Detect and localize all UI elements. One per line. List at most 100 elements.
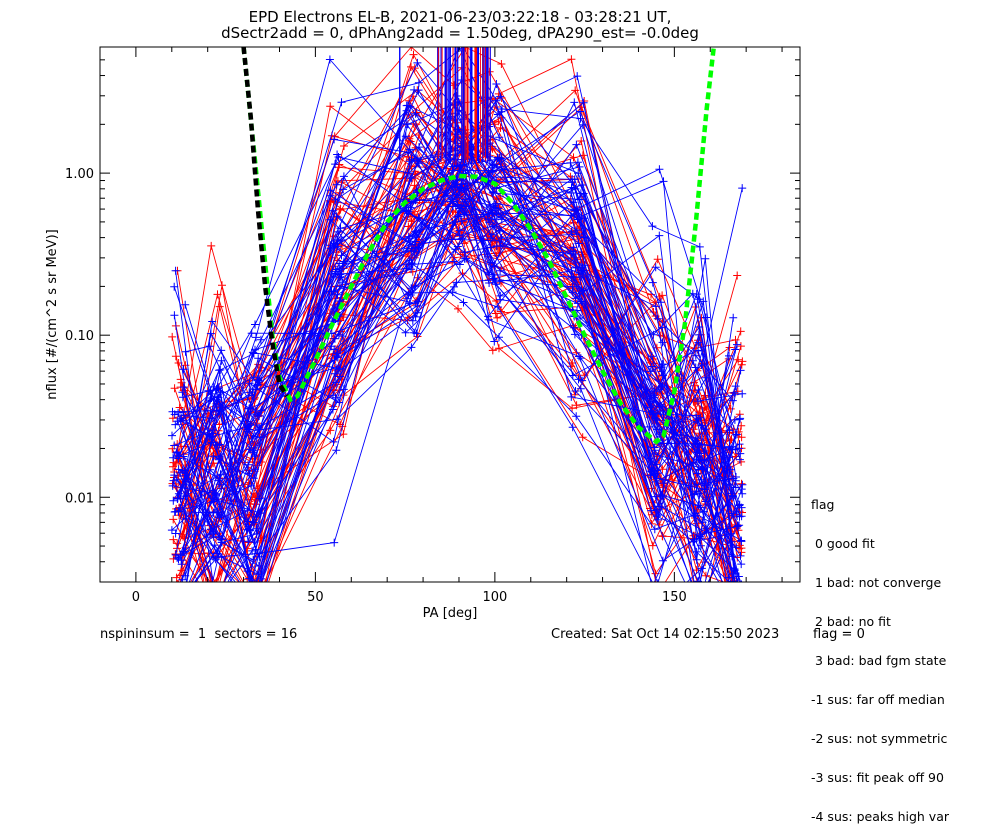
blue-data-point xyxy=(326,191,335,200)
blue-data-point xyxy=(650,446,659,455)
blue-data-point xyxy=(413,58,422,67)
blue-data-point xyxy=(246,526,255,535)
red-data-point xyxy=(732,600,740,608)
red-data-point xyxy=(725,600,733,608)
blue-data-point xyxy=(459,298,468,307)
blue-data-point xyxy=(692,469,701,478)
blue-data-point xyxy=(731,600,739,608)
blue-data-point xyxy=(251,320,259,329)
blue-data-point xyxy=(652,505,661,514)
blue-data-point xyxy=(484,315,493,324)
blue-data-point xyxy=(411,227,420,236)
x-tick-label: 150 xyxy=(662,590,687,605)
red-data-point xyxy=(253,581,254,582)
blue-data-point xyxy=(698,589,706,597)
blue-data-point xyxy=(402,260,411,269)
blue-data-point xyxy=(178,466,187,475)
red-data-point xyxy=(180,600,188,608)
red-data-point xyxy=(725,600,733,608)
blue-data-point xyxy=(247,391,256,399)
red-data-point xyxy=(654,589,662,597)
blue-data-point xyxy=(495,133,504,142)
red-data-point xyxy=(694,600,702,608)
blue-data-point xyxy=(181,571,190,580)
blue-data-point xyxy=(731,382,740,391)
blue-data-point xyxy=(173,553,182,562)
blue-data-point xyxy=(730,415,739,424)
blue-data-point xyxy=(496,92,505,101)
blue-data-point xyxy=(659,371,667,380)
blue-data-point xyxy=(493,153,502,162)
blue-data-point xyxy=(247,329,256,338)
blue-data-point xyxy=(170,508,179,516)
y-axis-label: nflux [#/(cm^2 s sr MeV)] xyxy=(45,229,60,399)
red-data-point xyxy=(658,465,667,474)
red-data-point xyxy=(733,553,742,562)
blue-data-point xyxy=(178,575,187,582)
blue-data-point xyxy=(567,272,576,281)
blue-data-point xyxy=(732,600,740,608)
blue-data-point xyxy=(733,578,742,582)
blue-data-point xyxy=(569,323,578,332)
blue-data-point xyxy=(572,226,581,235)
blue-data-point xyxy=(455,226,464,235)
blue-spectrum-line xyxy=(184,47,738,582)
red-data-point xyxy=(691,381,699,390)
blue-data-point xyxy=(407,155,416,164)
red-data-point xyxy=(205,600,213,608)
blue-data-point xyxy=(179,591,187,599)
chart-title-line2: dSectr2add = 0, dPhAng2add = 1.50deg, dP… xyxy=(221,24,699,42)
red-data-point xyxy=(737,360,746,369)
blue-data-point xyxy=(731,345,740,354)
blue-data-point xyxy=(452,278,461,287)
red-data-point xyxy=(571,86,580,95)
blue-data-point xyxy=(732,543,741,552)
blue-data-point xyxy=(650,393,658,402)
blue-data-point xyxy=(570,98,579,107)
blue-data-point xyxy=(334,330,343,339)
blue-data-point xyxy=(652,425,661,434)
red-data-point xyxy=(214,584,222,592)
blue-data-point xyxy=(733,521,742,530)
blue-data-point xyxy=(339,385,348,394)
chart-title-line1: EPD Electrons EL-B, 2021-06-23/03:22:18 … xyxy=(248,8,672,26)
blue-data-point xyxy=(496,291,505,300)
blue-data-point xyxy=(208,317,217,326)
blue-data-point xyxy=(657,579,659,582)
blue-data-point xyxy=(210,600,218,608)
red-data-point xyxy=(246,583,254,591)
green-fit-curve xyxy=(241,47,717,445)
blue-data-point xyxy=(648,278,657,287)
blue-data-point xyxy=(245,425,253,434)
blue-data-point xyxy=(214,552,223,561)
blue-data-point xyxy=(566,158,575,167)
blue-data-point xyxy=(250,600,258,608)
blue-data-point xyxy=(690,490,699,499)
blue-data-point xyxy=(170,311,179,320)
red-data-point xyxy=(454,304,462,313)
blue-data-point xyxy=(724,600,732,608)
blue-data-point xyxy=(457,217,466,226)
blue-data-point xyxy=(694,397,702,406)
red-data-point xyxy=(168,444,177,453)
blue-data-point xyxy=(702,528,711,537)
blue-data-point xyxy=(572,140,581,149)
red-data-point xyxy=(736,342,745,351)
red-data-point xyxy=(450,81,459,90)
red-data-point xyxy=(206,597,214,605)
legend-heading: flag xyxy=(811,497,835,512)
red-data-point xyxy=(737,548,746,557)
blue-data-point xyxy=(650,525,659,534)
red-data-point xyxy=(212,600,220,608)
blue-data-point xyxy=(650,387,659,396)
blue-data-point xyxy=(413,308,421,317)
blue-data-point xyxy=(651,302,660,311)
blue-data-point xyxy=(256,335,265,344)
blue-data-point xyxy=(333,150,342,159)
blue-data-point xyxy=(452,92,461,100)
blue-data-point xyxy=(569,198,578,207)
red-data-point xyxy=(725,343,734,352)
x-axis-label: PA [deg] xyxy=(423,606,478,621)
red-data-point xyxy=(456,250,465,259)
blue-data-point xyxy=(170,282,179,291)
